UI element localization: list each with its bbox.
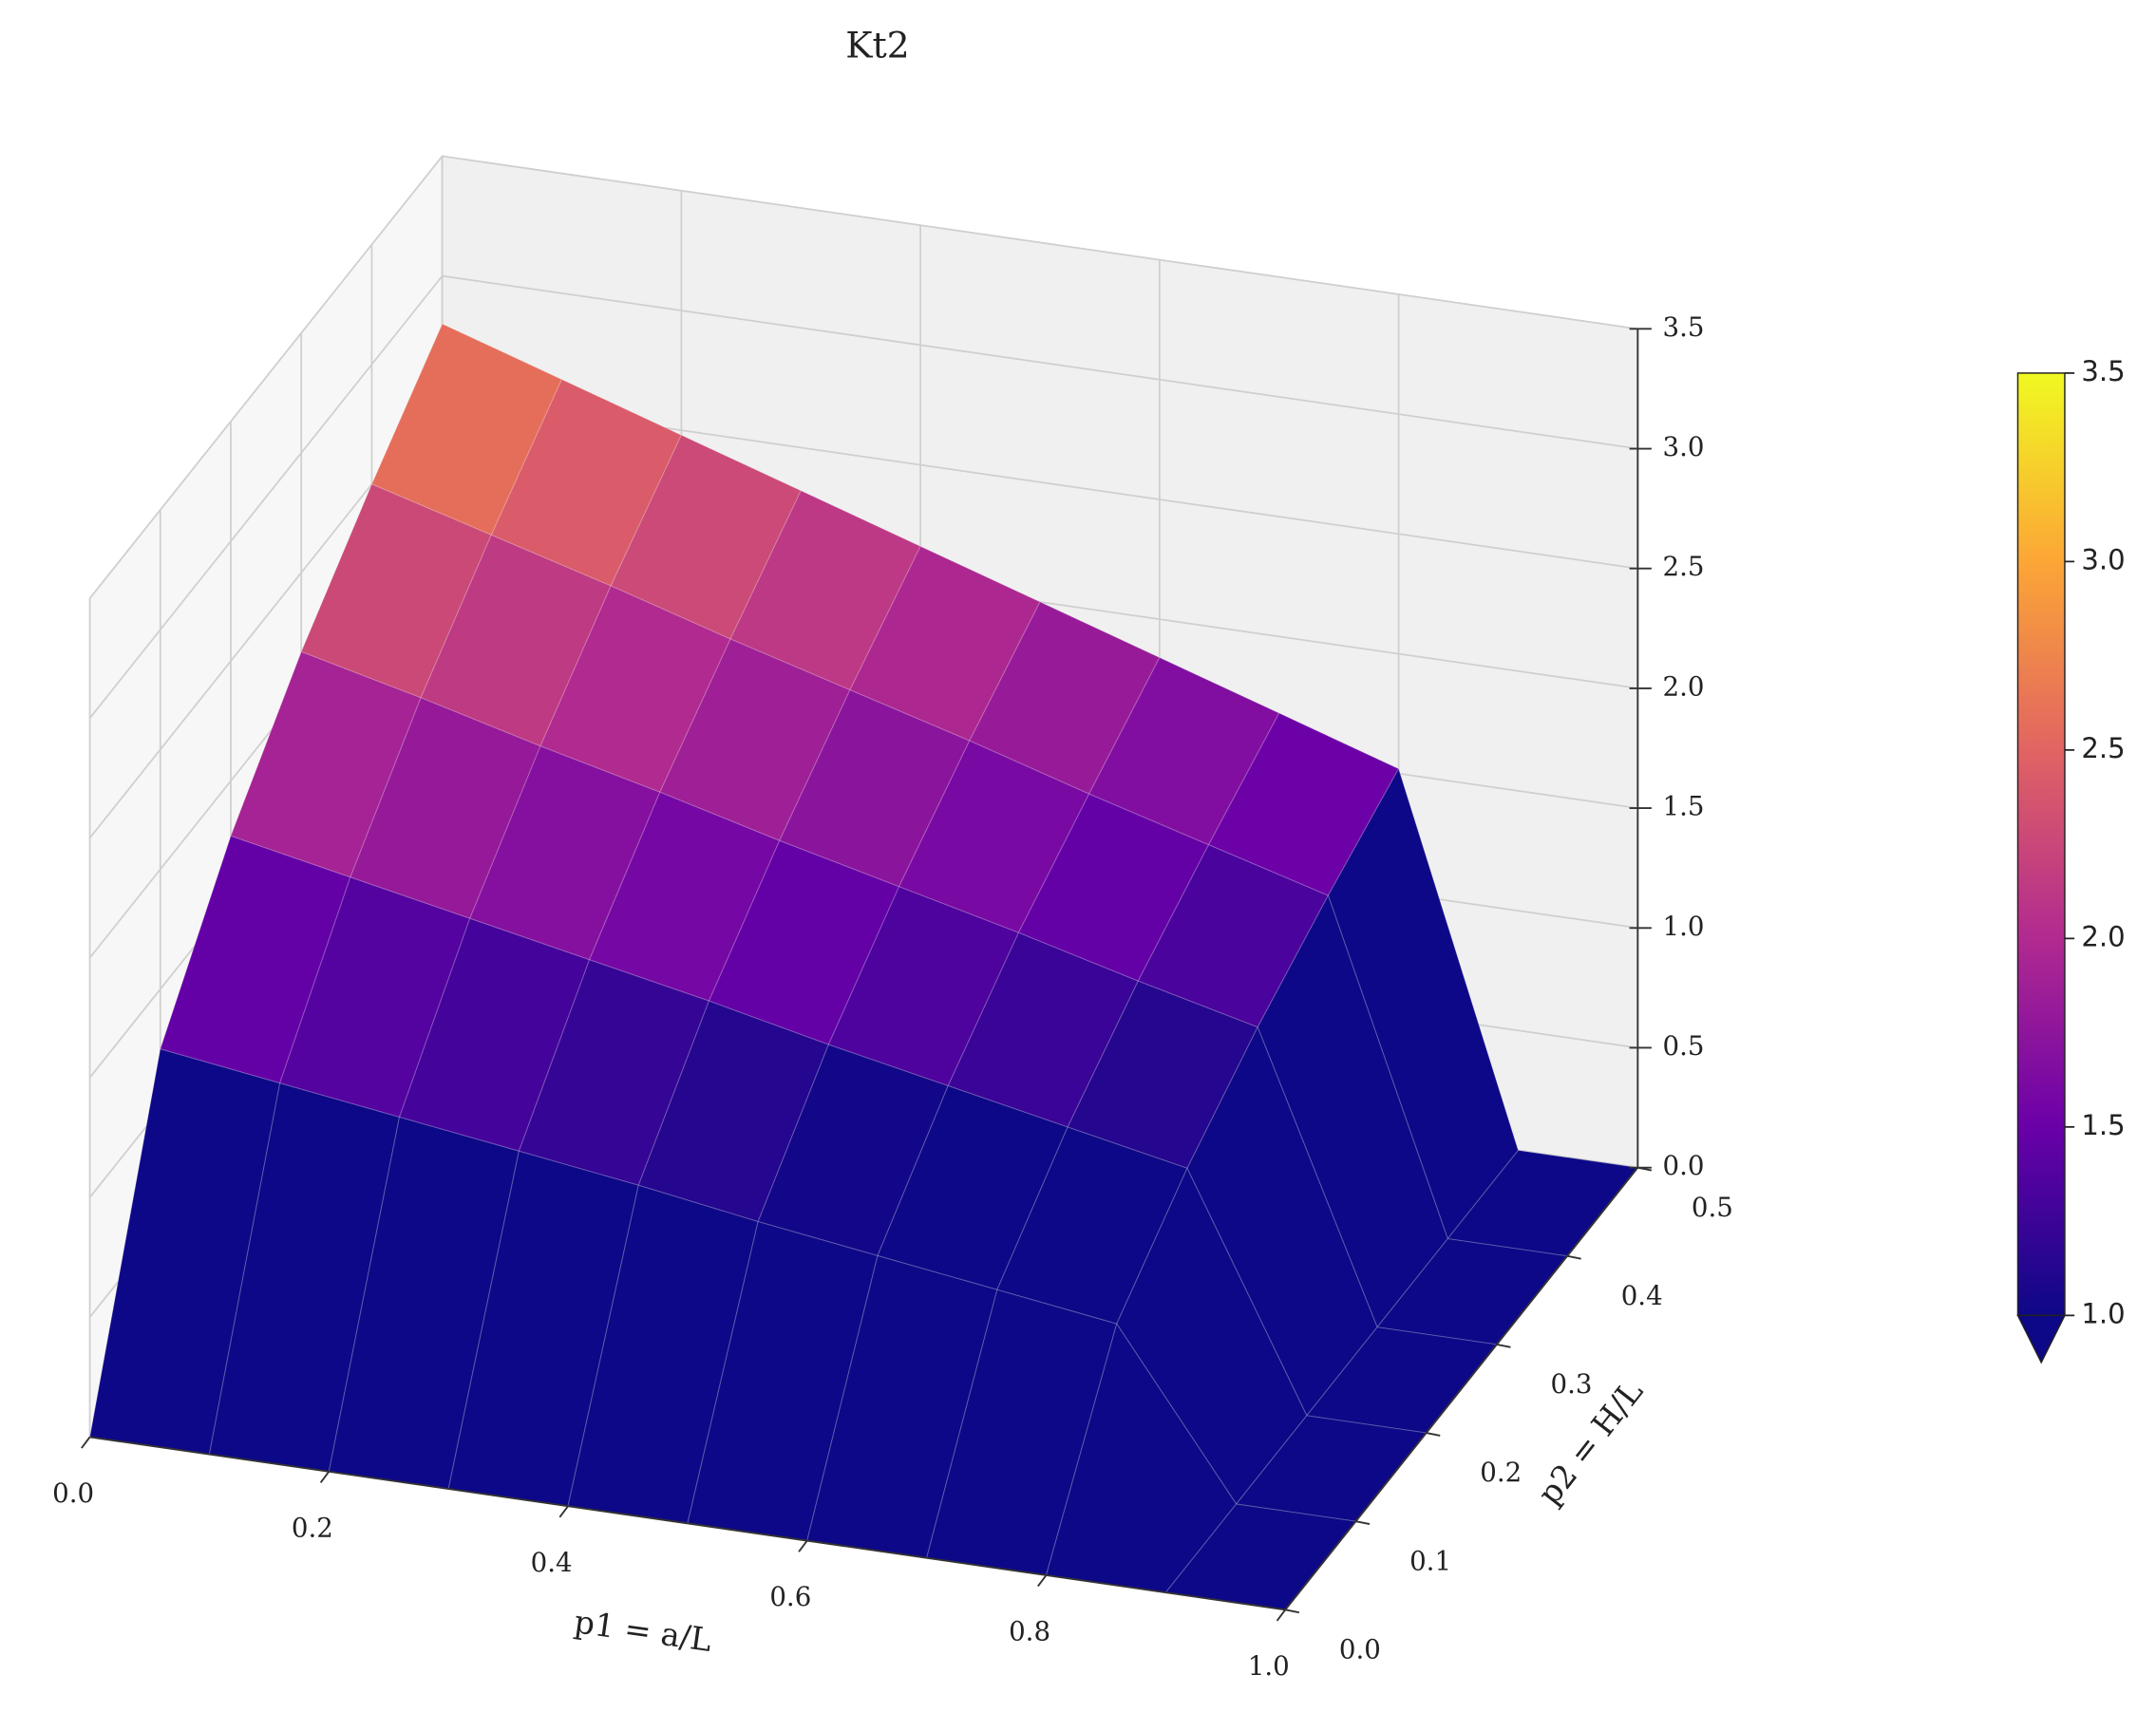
z-tick-label: 3.5 <box>1663 311 1705 343</box>
x-axis-line <box>89 1436 1286 1611</box>
x-tick-label: 0.6 <box>769 1581 811 1612</box>
colorbar-gradient <box>2016 372 2066 1317</box>
y-tick <box>1566 1254 1581 1260</box>
colorbar-tick-label: 2.5 <box>2081 732 2125 764</box>
y-tick-label: 0.2 <box>1480 1457 1522 1488</box>
z-tick-label: 0.5 <box>1663 1030 1705 1062</box>
y-tick-label: 0.0 <box>1339 1633 1381 1665</box>
y-tick-label: 0.3 <box>1551 1368 1593 1400</box>
grid-line <box>442 274 1638 450</box>
z-tick-label: 2.5 <box>1663 551 1705 582</box>
x-tick-label: 1.0 <box>1248 1650 1290 1682</box>
y-tick <box>1496 1343 1511 1348</box>
grid-line <box>88 275 444 719</box>
y-tick <box>1426 1432 1441 1437</box>
x-tick <box>319 1471 331 1484</box>
x-tick <box>81 1436 91 1449</box>
x-tick-label: 0.2 <box>292 1512 333 1543</box>
surface <box>88 323 1639 1610</box>
chart-title: Kt2 <box>845 24 910 66</box>
z-tick-label: 2.0 <box>1663 670 1705 702</box>
x-tick <box>1037 1574 1048 1588</box>
y-tick-label: 0.4 <box>1621 1280 1663 1311</box>
axes: 0.0 0.2 0.4 0.6 0.8 1.0 0.0 0.1 0.2 0.3 0.4 0.5 0.0 0… <box>52 311 1733 1682</box>
grid-line <box>442 155 1638 330</box>
colorbar: 1.0 1.5 2.0 2.5 3.0 3.5 <box>2016 355 2126 1364</box>
y-axis-line <box>1284 1167 1639 1610</box>
y-tick-label: 0.5 <box>1692 1192 1733 1223</box>
y-tick-label: 0.1 <box>1409 1545 1451 1576</box>
colorbar-tick-label: 1.5 <box>2081 1109 2125 1141</box>
x-tick <box>558 1505 569 1518</box>
x-tick-label: 0.8 <box>1009 1616 1050 1647</box>
z-tick-label: 3.0 <box>1663 431 1705 462</box>
colorbar-tick-label: 1.0 <box>2081 1297 2125 1329</box>
y-tick <box>1355 1520 1371 1526</box>
x-tick <box>798 1539 808 1552</box>
x-axis-label: p1 = a/L <box>572 1603 713 1659</box>
z-tick-label: 1.5 <box>1663 791 1705 822</box>
colorbar-tick-label: 2.0 <box>2081 920 2125 952</box>
y-tick <box>1285 1609 1300 1614</box>
grid-line <box>88 155 444 599</box>
z-tick-label: 0.0 <box>1663 1150 1705 1181</box>
colorbar-tick-label: 3.5 <box>2081 355 2125 387</box>
z-tick-label: 1.0 <box>1663 911 1705 942</box>
x-tick-label: 0.0 <box>52 1477 94 1509</box>
colorbar-tick-label: 3.0 <box>2081 543 2125 575</box>
colorbar-extend <box>2016 1314 2067 1364</box>
x-tick-label: 0.4 <box>531 1547 573 1578</box>
x-tick <box>1276 1609 1287 1622</box>
